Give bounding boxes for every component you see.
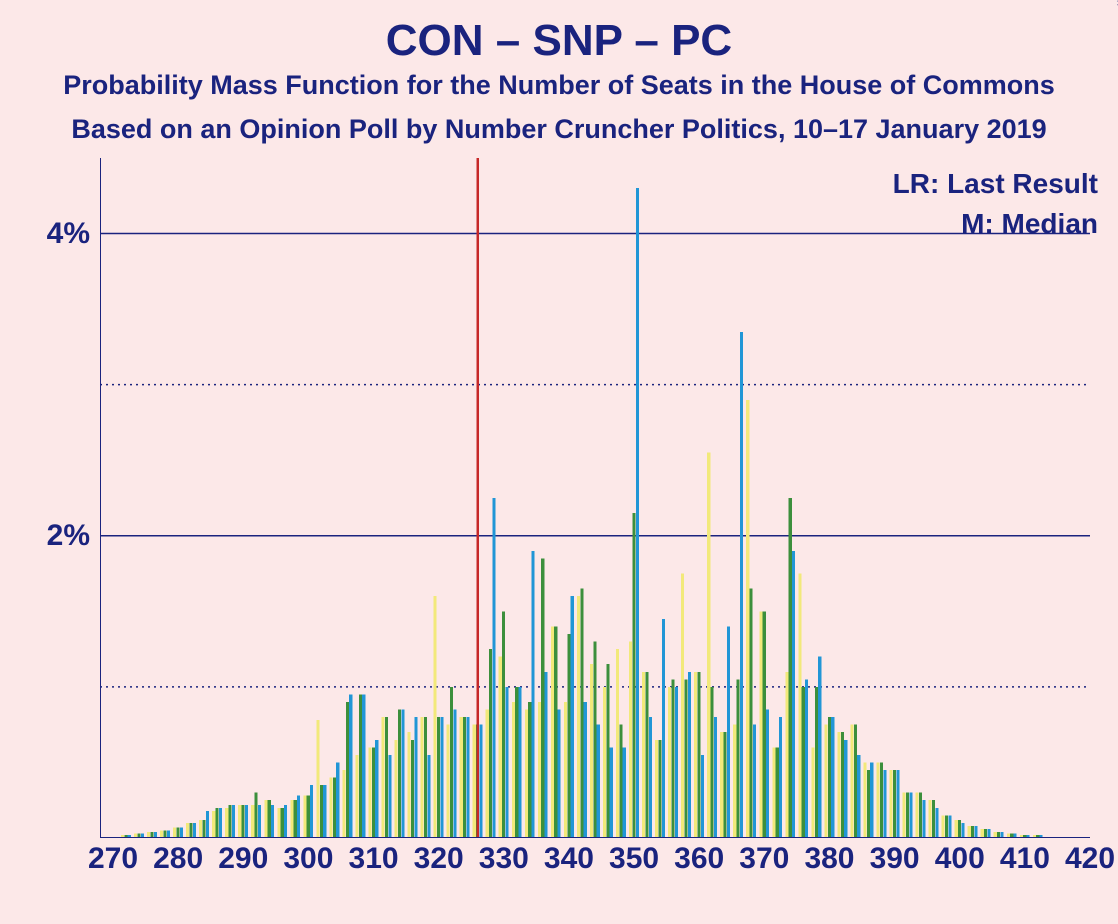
x-tick-label: 410 xyxy=(1000,842,1050,876)
x-tick-label: 350 xyxy=(609,842,659,876)
x-tick-label: 390 xyxy=(870,842,920,876)
x-tick-label: 270 xyxy=(88,842,138,876)
x-tick-label: 320 xyxy=(414,842,464,876)
y-tick-label: 4% xyxy=(47,217,90,251)
chart-plot xyxy=(100,158,1090,838)
x-tick-label: 360 xyxy=(674,842,724,876)
chart-title: CON – SNP – PC xyxy=(0,16,1118,66)
chart-subtitle-1: Probability Mass Function for the Number… xyxy=(0,70,1118,101)
x-tick-label: 310 xyxy=(349,842,399,876)
x-tick-label: 400 xyxy=(935,842,985,876)
x-tick-label: 300 xyxy=(283,842,333,876)
x-tick-label: 330 xyxy=(479,842,529,876)
y-tick-label: 2% xyxy=(47,519,90,553)
x-tick-label: 290 xyxy=(218,842,268,876)
x-tick-label: 420 xyxy=(1065,842,1115,876)
x-tick-label: 280 xyxy=(153,842,203,876)
x-tick-label: 340 xyxy=(544,842,594,876)
copyright-text: © 2019 Filip van Laenen xyxy=(1114,0,1118,6)
chart-subtitle-2: Based on an Opinion Poll by Number Crunc… xyxy=(0,114,1118,145)
x-tick-label: 380 xyxy=(804,842,854,876)
x-tick-label: 370 xyxy=(739,842,789,876)
